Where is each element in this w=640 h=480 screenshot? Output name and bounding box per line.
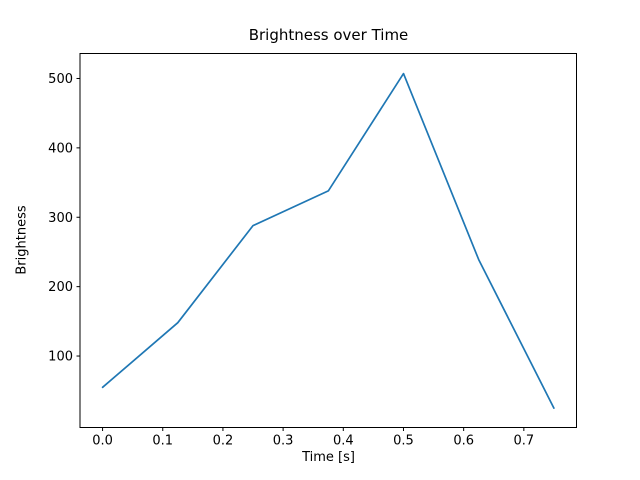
x-tick-label: 0.7 [513,434,534,449]
y-tick-label: 400 [48,141,73,156]
x-tick-label: 0.2 [213,434,234,449]
y-axis-label: Brightness [14,205,30,275]
x-tick-label: 0.1 [152,434,173,449]
y-tick-label: 500 [48,72,73,87]
chart-title: Brightness over Time [248,26,409,44]
y-tick-label: 300 [48,211,73,226]
x-axis-label: Time [s] [302,450,355,465]
axes-spines [79,53,577,428]
data-line [101,72,555,409]
x-tick-label: 0.0 [92,434,113,449]
y-tick-label: 200 [48,280,73,295]
x-tick-label: 0.6 [453,434,474,449]
y-tick-label: 100 [48,350,73,365]
x-tick-label: 0.5 [393,434,414,449]
x-tick-label: 0.4 [333,434,354,449]
x-tick-label: 0.3 [273,434,294,449]
